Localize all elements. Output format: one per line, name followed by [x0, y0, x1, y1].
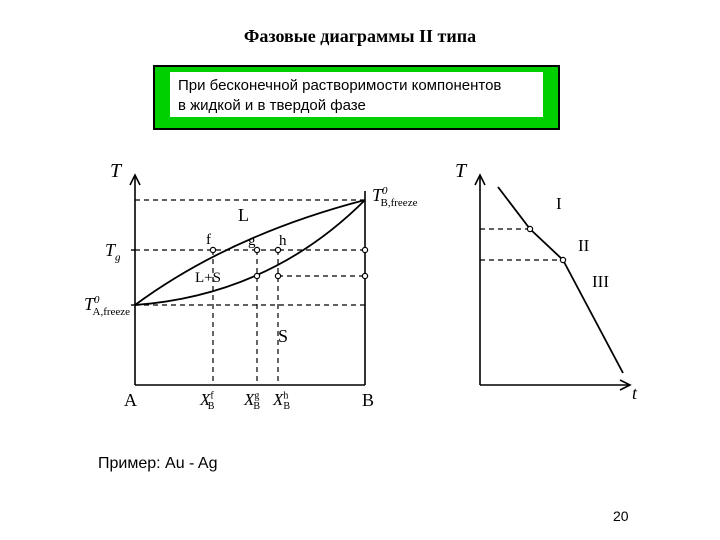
right-cooling-curve: [445, 155, 655, 435]
page-number: 20: [613, 508, 629, 524]
label-S: S: [278, 326, 288, 347]
xtick-f: XfB: [200, 390, 214, 412]
label-II: II: [578, 236, 589, 256]
label-h: h: [279, 233, 287, 250]
label-III: III: [592, 272, 609, 292]
tick-TB0: T0B,freeze: [372, 185, 417, 209]
right-axis-T: T: [455, 160, 466, 183]
label-I: I: [556, 194, 562, 214]
subtitle-line2: в жидкой и в твердой фазе: [178, 97, 366, 114]
label-A: A: [124, 390, 137, 411]
label-f: f: [206, 232, 211, 249]
label-L: L: [238, 205, 249, 226]
tick-Tg: Tg: [105, 240, 121, 264]
xtick-h: XhB: [273, 390, 290, 412]
subtitle-line1: При бесконечной растворимости компоненто…: [178, 77, 501, 94]
subtitle: При бесконечной растворимости компоненто…: [178, 76, 501, 115]
left-axis-T: T: [110, 160, 121, 183]
right-axis-t: t: [632, 383, 637, 404]
label-B: B: [362, 390, 374, 411]
example-caption: Пример: Au - Ag: [98, 455, 218, 473]
xtick-g: XgB: [244, 390, 260, 412]
label-g: g: [248, 233, 256, 250]
label-LS: L+S: [195, 270, 221, 287]
tick-TA0: T0A,freeze: [84, 294, 130, 318]
page-title: Фазовые диаграммы II типа: [0, 26, 720, 47]
